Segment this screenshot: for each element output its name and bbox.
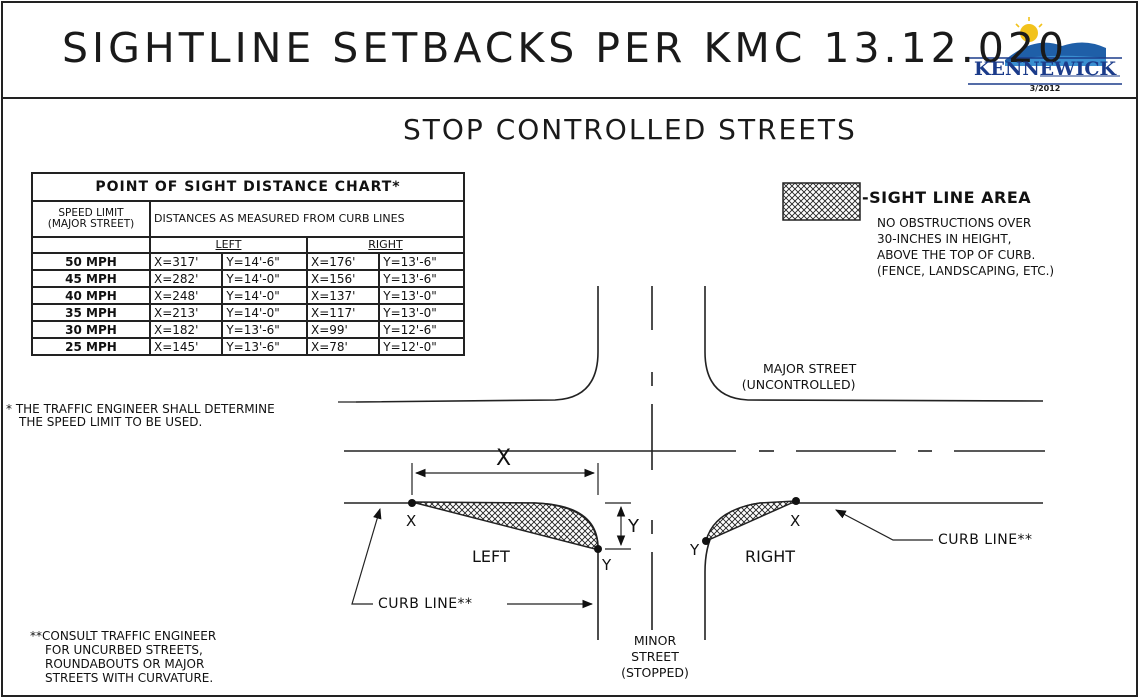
left-label: LEFT xyxy=(472,547,510,566)
logo-graphic xyxy=(968,17,1122,85)
legend-note-line3: ABOVE THE TOP OF CURB. xyxy=(877,248,1036,262)
logo-text: KENNEWICK xyxy=(973,58,1117,80)
right-y-cell: Y=13'-6" xyxy=(378,269,465,288)
sight-area-right xyxy=(704,500,797,543)
right-y-cell: Y=13'-0" xyxy=(378,303,465,322)
point-right-y xyxy=(702,537,710,545)
major-street-line2: (UNCONTROLLED) xyxy=(741,377,856,392)
point-left-y xyxy=(594,545,602,553)
left-x-cell: X=213' xyxy=(148,303,224,322)
right-y-label: Y xyxy=(690,541,700,559)
curb-leader-left-a xyxy=(351,507,382,605)
chart-row: 45 MPH X=282' Y=14'-0" X=156' Y=13'-6" xyxy=(31,269,465,288)
chart-title: POINT OF SIGHT DISTANCE CHART* xyxy=(31,172,465,202)
curb-leader-right xyxy=(835,509,933,541)
page-title: SIGHTLINE SETBACKS PER KMC 13.12.020 xyxy=(62,24,1069,72)
minor-street-line3: (STOPPED) xyxy=(621,665,689,680)
chart-row: 35 MPH X=213' Y=14'-0" X=117' Y=13'-0" xyxy=(31,303,465,322)
major-curb-top-left xyxy=(355,286,599,403)
right-y-cell: Y=13'-0" xyxy=(378,286,465,305)
right-x-label: X xyxy=(790,512,801,530)
left-y-label: Y xyxy=(602,556,612,574)
minor-street-line1: MINOR xyxy=(633,633,677,648)
left-y-cell: Y=13'-6" xyxy=(221,320,308,339)
chart-row: 30 MPH X=182' Y=13'-6" X=99' Y=12'-6" xyxy=(31,320,465,339)
legend-note-line1: NO OBSTRUCTIONS OVER xyxy=(877,216,1032,230)
distance-header: DISTANCES AS MEASURED FROM CURB LINES xyxy=(149,200,465,238)
sight-area-left xyxy=(411,501,601,552)
curb-line-right-label: CURB LINE** xyxy=(938,532,1033,548)
left-x-cell: X=282' xyxy=(148,269,224,288)
speed-limit-header-line1: SPEED LIMIT xyxy=(58,207,124,219)
legend-note-line2: 30-INCHES IN HEIGHT, xyxy=(877,232,1012,246)
right-x-cell: X=137' xyxy=(305,286,381,305)
right-x-cell: X=117' xyxy=(305,303,381,322)
right-label: RIGHT xyxy=(745,547,796,566)
chart-rows: 50 MPH X=317' Y=14'-6" X=176' Y=13'-6" 45 MPH… xyxy=(31,252,465,356)
consult-note-line4: STREETS WITH CURVATURE. xyxy=(45,671,214,685)
chart-row: 50 MPH X=317' Y=14'-6" X=176' Y=13'-6" xyxy=(31,252,465,271)
consult-note: **CONSULT TRAFFIC ENGINEER FOR UNCURBED … xyxy=(30,629,216,685)
chart-row: 25 MPH X=145' Y=13'-6" X=78' Y=12'-0" xyxy=(31,337,465,356)
legend-note-line4: (FENCE, LANDSCAPING, ETC.) xyxy=(877,264,1055,278)
speed-cell: 25 MPH xyxy=(31,337,151,356)
right-x-cell: X=176' xyxy=(305,252,381,271)
right-y-cell: Y=13'-6" xyxy=(378,252,465,271)
right-x-cell: X=99' xyxy=(305,320,381,339)
kennewick-logo: KENNEWICK 3/2012 xyxy=(964,18,1126,94)
left-x-cell: X=317' xyxy=(148,252,224,271)
right-subheader: RIGHT xyxy=(305,236,466,254)
major-curb-top-right xyxy=(704,286,1044,402)
speed-note: * THE TRAFFIC ENGINEER SHALL DETERMINE T… xyxy=(6,403,275,429)
consult-note-line3: ROUNDABOUTS OR MAJOR xyxy=(45,657,205,671)
speed-limit-header: SPEED LIMIT (MAJOR STREET) xyxy=(31,200,151,238)
curb-return-right xyxy=(704,502,1043,640)
right-y-cell: Y=12'-0" xyxy=(378,337,465,356)
major-street-label: MAJOR STREET (UNCONTROLLED) xyxy=(742,361,857,393)
left-y-cell: Y=14'-6" xyxy=(221,252,308,271)
blank-cell xyxy=(31,236,151,254)
left-y-cell: Y=14'-0" xyxy=(221,286,308,305)
right-y-cell: Y=12'-6" xyxy=(378,320,465,339)
minor-street-line2: STREET xyxy=(631,649,679,664)
speed-note-line1: * THE TRAFFIC ENGINEER SHALL DETERMINE xyxy=(6,402,275,416)
speed-cell: 30 MPH xyxy=(31,320,151,339)
legend-hatch-swatch xyxy=(782,182,861,221)
left-x-cell: X=182' xyxy=(148,320,224,339)
speed-limit-header-line2: (MAJOR STREET) xyxy=(47,218,135,230)
right-x-cell: X=78' xyxy=(305,337,381,356)
left-x-cell: X=145' xyxy=(148,337,224,356)
sight-distance-chart: POINT OF SIGHT DISTANCE CHART* SPEED LIM… xyxy=(31,172,466,356)
speed-cell: 35 MPH xyxy=(31,303,151,322)
section-subtitle: STOP CONTROLLED STREETS xyxy=(403,113,857,146)
consult-note-line1: **CONSULT TRAFFIC ENGINEER xyxy=(30,629,217,643)
right-x-cell: X=156' xyxy=(305,269,381,288)
minor-street-label: MINOR STREET (STOPPED) xyxy=(612,633,698,681)
curb-line-left-label: CURB LINE** xyxy=(378,596,473,612)
y-dimension-label: Y xyxy=(628,516,639,537)
speed-cell: 45 MPH xyxy=(31,269,151,288)
left-x-label: X xyxy=(406,512,417,530)
speed-cell: 40 MPH xyxy=(31,286,151,305)
legend-note: NO OBSTRUCTIONS OVER 30-INCHES IN HEIGHT… xyxy=(877,215,1054,279)
left-y-cell: Y=13'-6" xyxy=(221,337,308,356)
chart-row: 40 MPH X=248' Y=14'-0" X=137' Y=13'-0" xyxy=(31,286,465,305)
logo-date: 3/2012 xyxy=(1029,84,1061,93)
left-subheader: LEFT xyxy=(149,236,308,254)
major-street-line1: MAJOR STREET xyxy=(763,361,857,376)
left-y-cell: Y=14'-0" xyxy=(221,269,308,288)
x-dimension-label: X xyxy=(496,446,512,471)
left-y-cell: Y=14'-0" xyxy=(221,303,308,322)
legend-label: -SIGHT LINE AREA xyxy=(862,188,1032,207)
left-x-cell: X=248' xyxy=(148,286,224,305)
speed-cell: 50 MPH xyxy=(31,252,151,271)
speed-note-line2: THE SPEED LIMIT TO BE USED. xyxy=(19,415,203,429)
point-left-x xyxy=(408,499,416,507)
consult-note-line2: FOR UNCURBED STREETS, xyxy=(45,643,203,657)
point-right-x xyxy=(792,497,800,505)
